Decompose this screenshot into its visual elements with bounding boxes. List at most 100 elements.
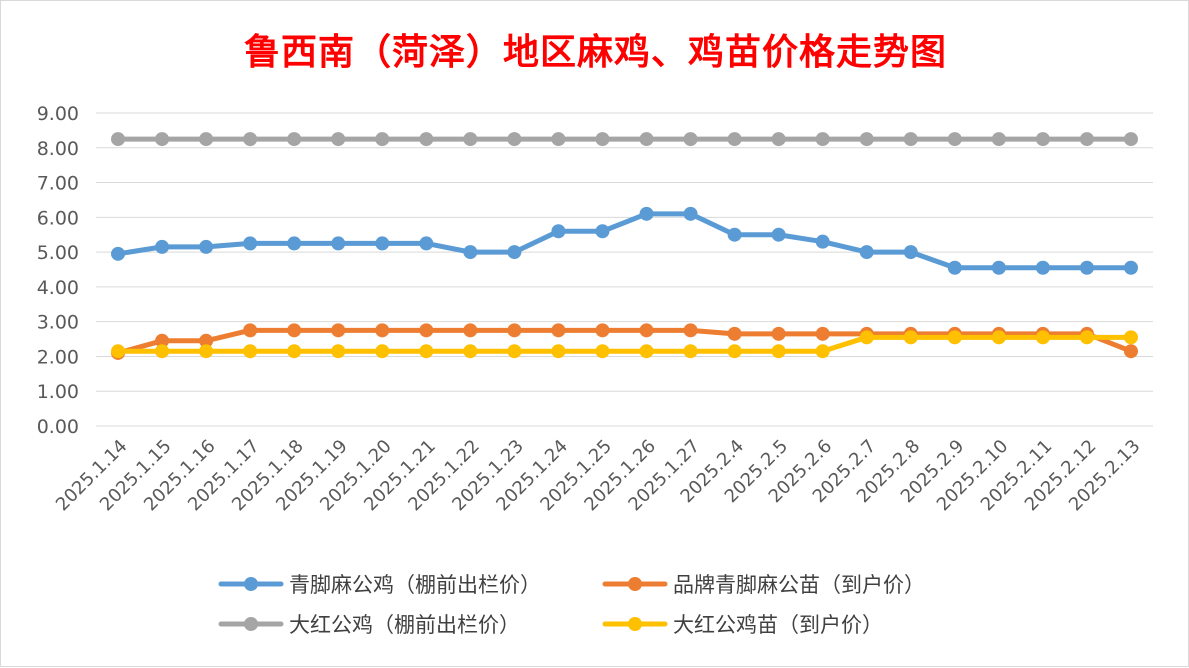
data-point (463, 132, 478, 147)
data-point (155, 239, 170, 254)
y-tick-label: 4.00 (37, 277, 79, 299)
y-tick-label: 5.00 (37, 242, 79, 264)
data-point (683, 132, 698, 147)
data-point (375, 344, 390, 359)
data-point (463, 344, 478, 359)
data-point (287, 132, 302, 147)
data-point (375, 132, 390, 147)
data-point (1079, 260, 1094, 275)
data-point (991, 132, 1006, 147)
data-point (1123, 344, 1138, 359)
data-point (199, 132, 214, 147)
data-point (375, 236, 390, 251)
data-point (243, 323, 258, 338)
legend-label: 大红公鸡苗（到户价） (673, 613, 883, 637)
data-point (595, 132, 610, 147)
legend-swatch-marker (244, 577, 258, 591)
data-point (507, 132, 522, 147)
y-tick-label: 8.00 (37, 138, 79, 160)
legend-label: 大红公鸡（棚前出栏价） (289, 613, 520, 637)
y-tick-label: 3.00 (37, 312, 79, 334)
data-point (947, 330, 962, 345)
y-tick-label: 9.00 (37, 103, 79, 125)
data-point (815, 234, 830, 249)
data-point (111, 132, 126, 147)
data-point (463, 245, 478, 260)
y-tick-label: 6.00 (37, 207, 79, 229)
data-point (727, 344, 742, 359)
data-point (815, 132, 830, 147)
data-point (155, 132, 170, 147)
legend-swatch-marker (628, 577, 642, 591)
data-point (199, 239, 214, 254)
data-point (375, 323, 390, 338)
legend-swatch-marker (244, 617, 258, 631)
data-point (1123, 132, 1138, 147)
data-point (947, 132, 962, 147)
legend-label: 青脚麻公鸡（棚前出栏价） (289, 573, 541, 597)
data-point (1123, 330, 1138, 345)
data-point (551, 323, 566, 338)
data-point (1035, 330, 1050, 345)
data-point (287, 236, 302, 251)
data-point (419, 323, 434, 338)
series-line-2 (115, 327, 1134, 356)
y-tick-label: 2.00 (37, 346, 79, 368)
data-point (1079, 330, 1094, 345)
data-point (419, 344, 434, 359)
data-point (331, 132, 346, 147)
data-point (639, 323, 654, 338)
y-tick-label: 1.00 (37, 381, 79, 403)
data-point (331, 236, 346, 251)
data-point (1079, 132, 1094, 147)
data-point (111, 246, 126, 261)
data-point (859, 132, 874, 147)
data-point (683, 206, 698, 221)
data-point (551, 224, 566, 239)
y-tick-label: 0.00 (37, 416, 79, 438)
data-point (595, 224, 610, 239)
data-point (507, 323, 522, 338)
data-point (243, 236, 258, 251)
data-point (551, 132, 566, 147)
data-point (507, 245, 522, 260)
data-point (507, 344, 522, 359)
chart-title: 鲁西南（菏泽）地区麻鸡、鸡苗价格走势图 (243, 31, 947, 73)
data-point (991, 260, 1006, 275)
data-point (287, 344, 302, 359)
series-line-4 (115, 334, 1134, 354)
data-point (287, 323, 302, 338)
data-point (727, 227, 742, 242)
data-point (419, 132, 434, 147)
data-point (727, 326, 742, 341)
data-point (683, 323, 698, 338)
data-point (199, 333, 214, 348)
data-point (243, 344, 258, 359)
data-point (419, 236, 434, 251)
data-point (551, 344, 566, 359)
data-point (815, 326, 830, 341)
data-point (859, 245, 874, 260)
data-point (1123, 260, 1138, 275)
data-point (331, 323, 346, 338)
data-point (111, 344, 126, 359)
data-point (1035, 132, 1050, 147)
series-line-1 (115, 211, 1134, 271)
legend-swatch-marker (628, 617, 642, 631)
data-point (903, 330, 918, 345)
data-point (771, 227, 786, 242)
data-point (639, 206, 654, 221)
data-point (595, 344, 610, 359)
data-point (771, 132, 786, 147)
data-point (771, 344, 786, 359)
data-point (639, 344, 654, 359)
data-point (727, 132, 742, 147)
data-point (1035, 260, 1050, 275)
data-point (683, 344, 698, 359)
data-point (859, 330, 874, 345)
y-tick-label: 7.00 (37, 173, 79, 195)
data-point (947, 260, 962, 275)
data-point (463, 323, 478, 338)
